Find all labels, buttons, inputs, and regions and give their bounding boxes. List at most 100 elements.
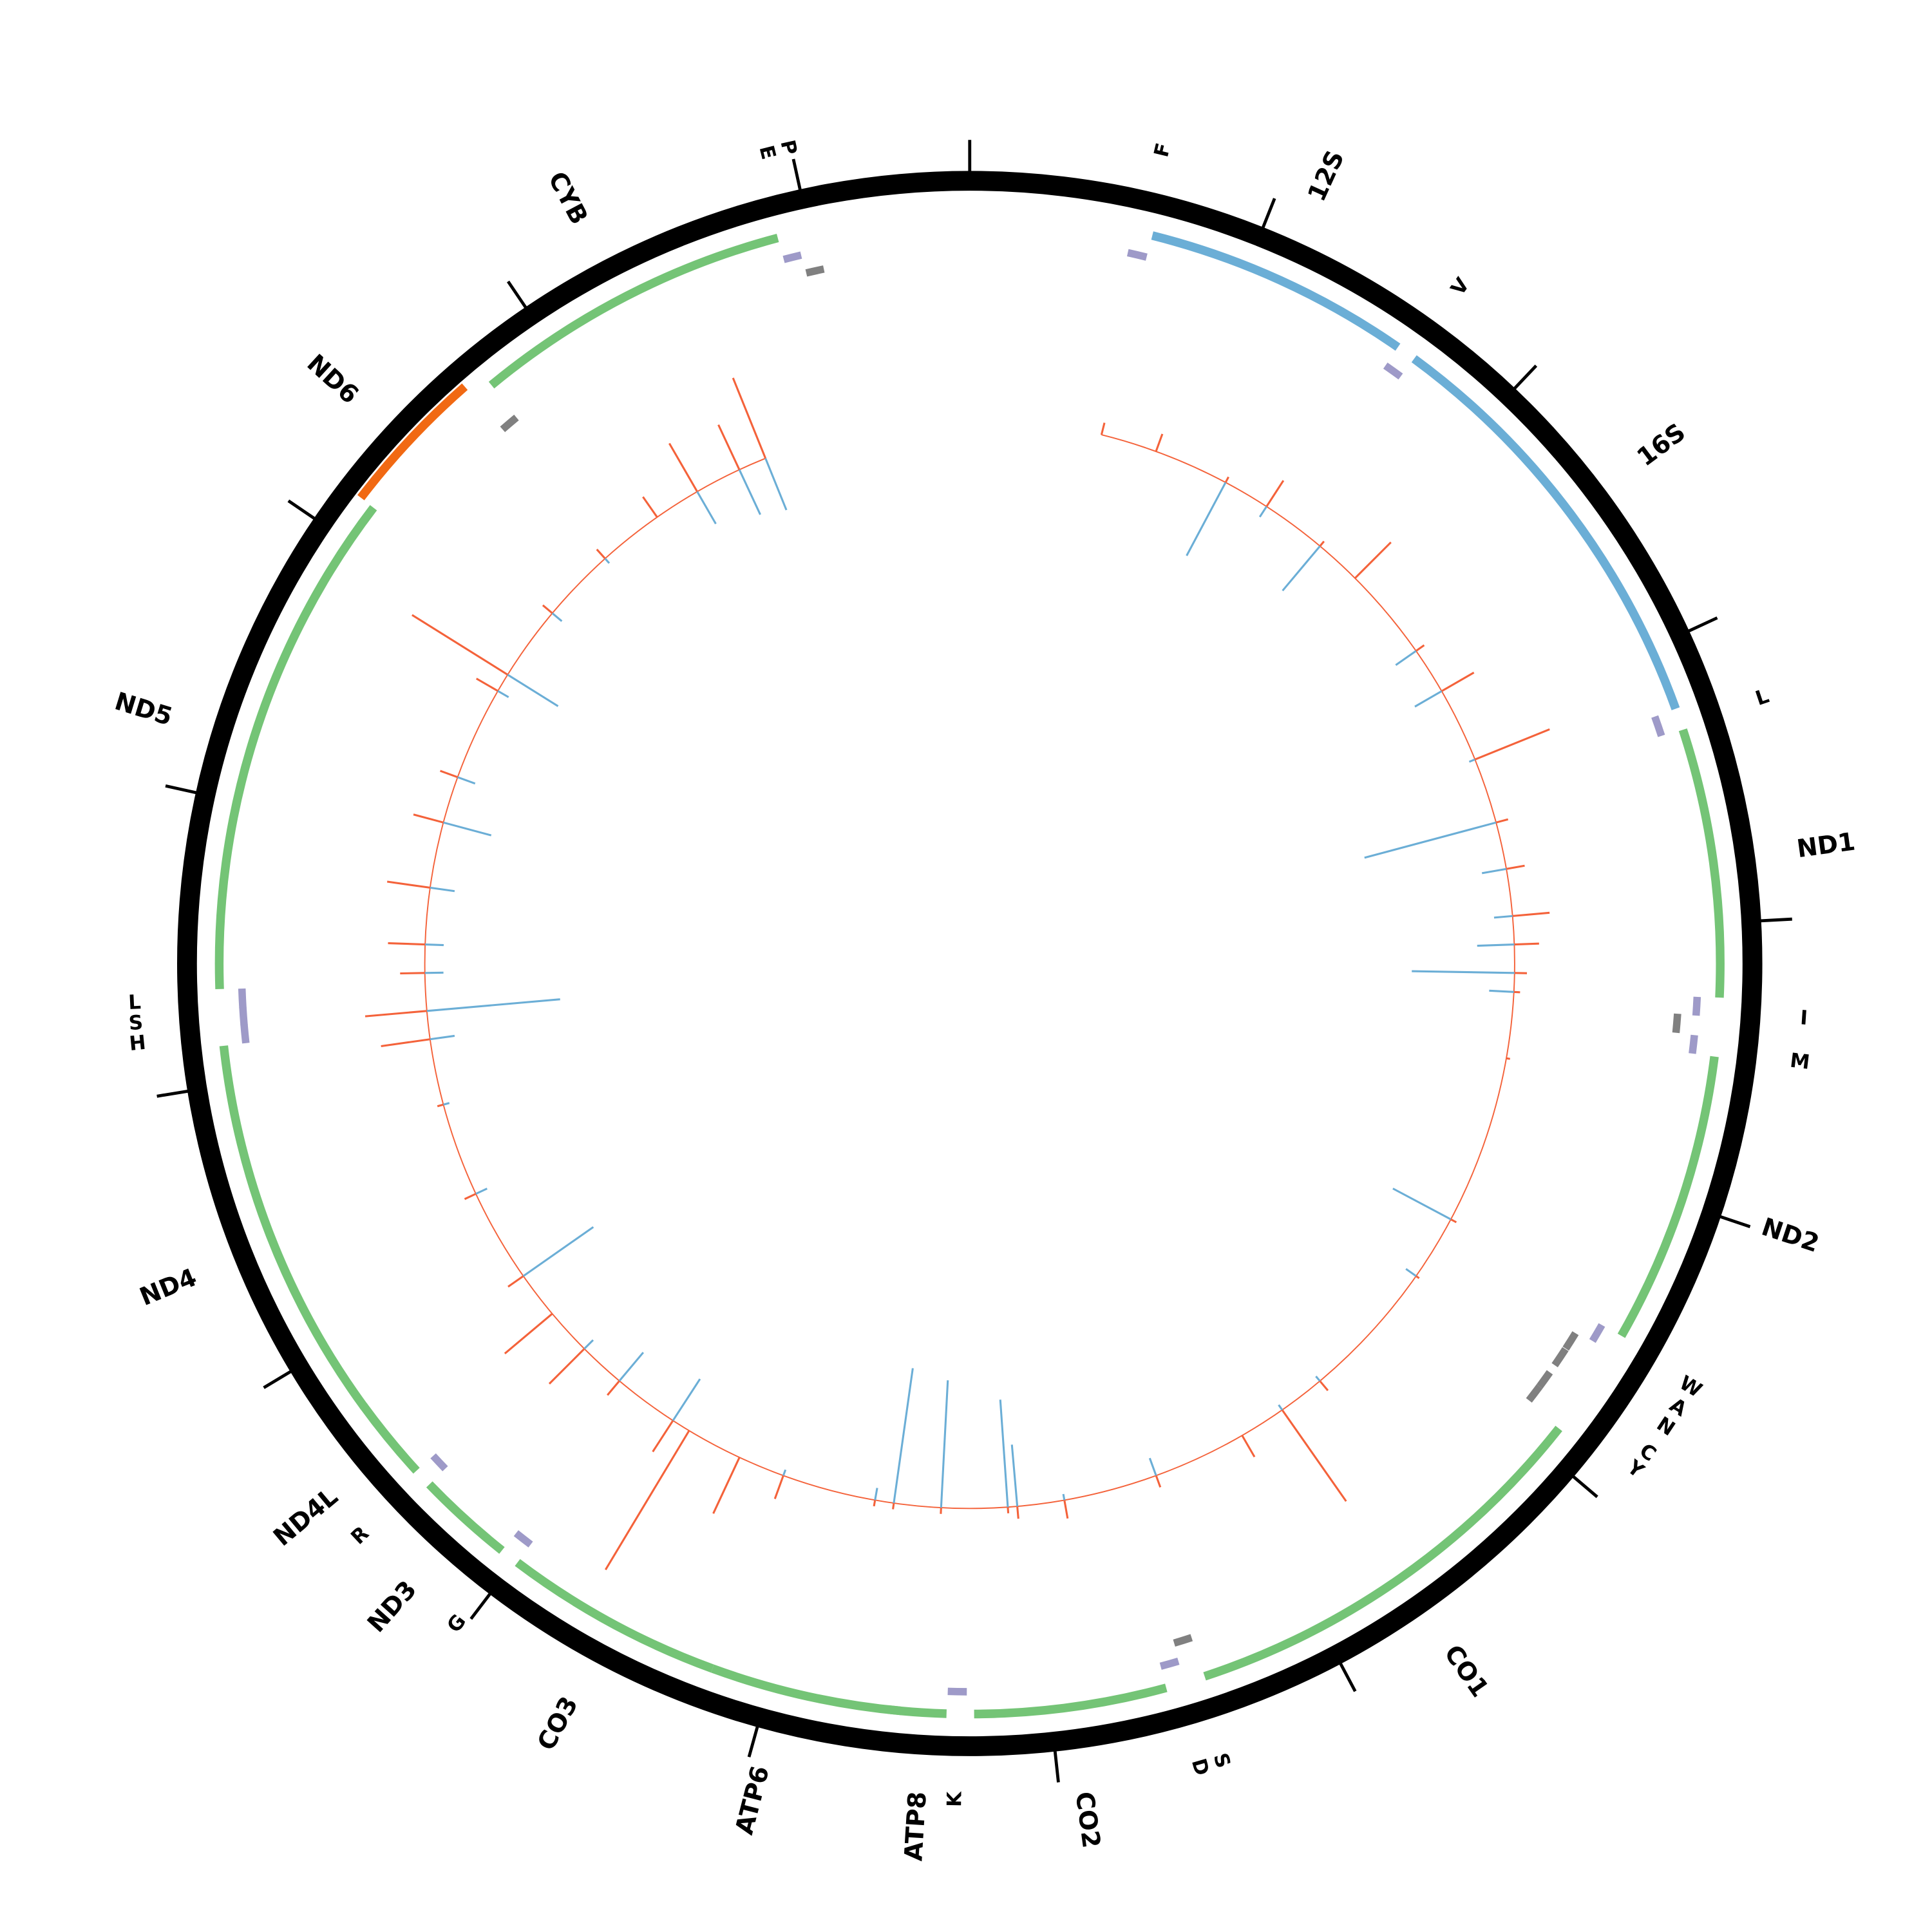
tick-mark xyxy=(1053,1748,1060,1783)
coverage-spike xyxy=(1241,1435,1256,1458)
coverage-spike xyxy=(1489,989,1514,993)
trna-mark xyxy=(1159,1657,1180,1670)
trna-mark xyxy=(1562,1331,1579,1351)
gene-label: ATP6 xyxy=(730,1763,775,1838)
coverage-spike xyxy=(1258,506,1267,518)
coverage-spike xyxy=(607,1380,620,1396)
tick-mark xyxy=(1686,616,1718,634)
trna-label: S xyxy=(128,1011,144,1036)
tick-mark xyxy=(791,158,802,193)
trna-mark xyxy=(1536,1370,1553,1389)
gene-arc xyxy=(357,383,468,500)
coverage-spike xyxy=(1405,1268,1417,1277)
coverage-spike xyxy=(1148,1457,1157,1476)
coverage-spike xyxy=(1477,943,1515,947)
coverage-spike xyxy=(504,1312,553,1354)
coverage-spike xyxy=(424,971,444,974)
coverage-spike xyxy=(507,1275,524,1288)
coverage-spike xyxy=(712,1457,741,1514)
gene-arc xyxy=(1617,1056,1719,1338)
coverage-spike xyxy=(1441,672,1475,692)
tick-mark xyxy=(1571,1473,1598,1499)
tick-mark xyxy=(165,784,199,795)
coverage-spike xyxy=(542,604,553,614)
coverage-baseline xyxy=(424,434,1515,1510)
coverage-spike xyxy=(1495,818,1509,824)
trna-mark xyxy=(1126,249,1148,261)
tick-mark xyxy=(1260,198,1276,231)
trna-label: L xyxy=(128,990,141,1014)
coverage-spike xyxy=(1224,476,1229,483)
trna-mark xyxy=(947,1687,967,1696)
coverage-spike xyxy=(1062,1493,1066,1501)
coverage-spike xyxy=(1315,1376,1321,1382)
gene-label: ND1 xyxy=(1795,827,1857,864)
tick-mark xyxy=(469,1591,493,1620)
coverage-spike xyxy=(400,972,425,975)
coverage-spike xyxy=(1281,1409,1347,1502)
trna-label: R xyxy=(346,1522,374,1549)
coverage-spike xyxy=(1506,1057,1510,1060)
gene-arc xyxy=(359,1403,420,1474)
tick-mark xyxy=(156,1089,191,1098)
coverage-spike xyxy=(604,558,611,564)
coverage-spike xyxy=(1415,644,1425,652)
coverage-spike xyxy=(1481,867,1507,875)
coverage-spike xyxy=(457,776,476,785)
coverage-spike xyxy=(940,1508,942,1514)
coverage-spike xyxy=(548,1348,585,1385)
gene-label: CO1 xyxy=(1438,1640,1494,1703)
coverage-spike xyxy=(1416,1275,1420,1280)
coverage-spike xyxy=(773,1475,784,1499)
coverage-spike xyxy=(475,677,498,692)
tick-mark xyxy=(1511,365,1538,392)
coverage-spike xyxy=(1493,914,1513,919)
trna-mark xyxy=(805,265,825,277)
coverage-spike xyxy=(1319,540,1325,547)
trna-mark xyxy=(1651,715,1665,737)
coverage-spike xyxy=(1395,650,1417,667)
coverage-spike xyxy=(1010,1444,1019,1507)
trna-label: F xyxy=(1150,141,1175,160)
coverage-spike xyxy=(365,1010,427,1018)
coverage-spike xyxy=(672,1378,701,1421)
trna-mark xyxy=(1383,362,1403,380)
trna-mark xyxy=(513,1530,533,1548)
trna-label: M xyxy=(1789,1049,1812,1074)
coverage-spike xyxy=(386,880,431,889)
gene-label: ND3 xyxy=(362,1575,422,1638)
coverage-spike xyxy=(437,1103,444,1108)
gene-arc xyxy=(974,1683,1168,1719)
trna-label: I xyxy=(1799,1006,1808,1030)
coverage-spike xyxy=(642,496,658,518)
coverage-spike xyxy=(1265,480,1285,507)
coverage-spike xyxy=(696,491,717,525)
tick-mark xyxy=(747,1724,760,1757)
coverage-spike xyxy=(443,821,492,837)
gene-label: ND2 xyxy=(1758,1213,1823,1258)
trna-mark xyxy=(1589,1323,1605,1343)
coverage-spike xyxy=(874,1488,878,1501)
coverage-spike xyxy=(1412,970,1515,974)
coverage-spike xyxy=(381,1038,431,1047)
coverage-spike xyxy=(596,549,606,560)
trna-mark xyxy=(238,988,247,1009)
coverage-spike xyxy=(1155,433,1164,452)
gene-arc xyxy=(515,1558,714,1673)
coverage-spike xyxy=(1186,482,1227,556)
coverage-spike xyxy=(1007,1507,1010,1513)
tick-mark xyxy=(287,499,317,521)
tick-mark xyxy=(1718,1214,1751,1229)
coverage-spike xyxy=(1063,1500,1069,1519)
coverage-spike xyxy=(717,424,741,470)
gene-label: ND6 xyxy=(301,349,364,410)
coverage-spike xyxy=(1282,545,1321,592)
coverage-spike xyxy=(668,442,698,493)
tick-mark xyxy=(1338,1661,1357,1692)
gene-arc xyxy=(219,1045,368,1410)
coverage-spike xyxy=(1474,728,1550,761)
coverage-spike xyxy=(940,1380,949,1508)
trna-label: G xyxy=(442,1610,471,1637)
